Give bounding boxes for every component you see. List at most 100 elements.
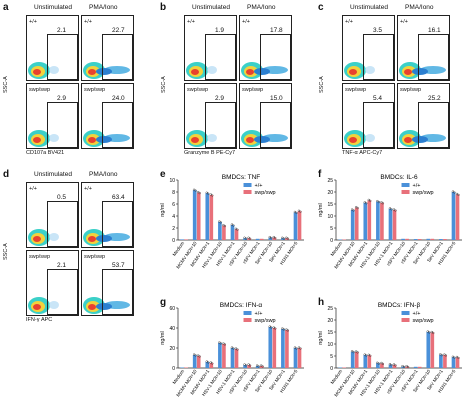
genotype-label: +/+ — [187, 19, 195, 25]
replicate-point — [453, 356, 456, 359]
replicate-point — [194, 354, 197, 357]
bar — [430, 238, 435, 240]
replicate-point — [274, 236, 277, 240]
replicate-point — [299, 347, 302, 350]
replicate-point — [192, 188, 196, 191]
flow-plot: 2.1 +/+ — [26, 15, 79, 81]
replicate-point — [367, 198, 370, 201]
panel-label-b: b — [160, 2, 167, 13]
positive-events — [262, 66, 288, 74]
genotype-label: swp/swp — [29, 254, 51, 260]
replicate-point — [297, 209, 301, 212]
replicate-point — [457, 356, 460, 360]
flow-plot: 2.1 swp/swp — [26, 250, 79, 316]
replicate-point — [350, 350, 354, 353]
gate-value: 24.0 — [112, 95, 125, 102]
replicate-point — [247, 363, 250, 366]
positive-events — [49, 66, 59, 74]
density-core — [88, 137, 96, 143]
replicate-point — [197, 190, 200, 194]
x-axis-label: TNF-α APC-Cy7 — [342, 150, 383, 156]
density-core — [349, 69, 357, 75]
gate — [102, 34, 133, 80]
replicate-point — [380, 361, 383, 365]
replicate-point — [236, 348, 239, 351]
y-axis-label: ng/ml — [318, 203, 324, 216]
gate — [260, 34, 291, 80]
y-tick-label: 10 — [169, 178, 175, 184]
genotype-label: swp/swp — [400, 87, 422, 93]
gate — [418, 102, 449, 148]
y-tick-label: 5 — [330, 354, 333, 360]
replicate-point — [243, 236, 246, 239]
positive-events — [104, 301, 130, 309]
bar — [222, 225, 226, 240]
legend-label: swp/swp — [413, 318, 434, 324]
y-tick-label: 6 — [172, 202, 175, 208]
replicate-point — [453, 191, 456, 194]
chart-title: BMDCs: IFN-α — [220, 302, 263, 309]
bar — [184, 367, 188, 368]
y-tick-label: 0 — [172, 238, 175, 244]
replicate-point — [243, 363, 246, 366]
bar — [192, 190, 197, 240]
y-tick-label: 15 — [327, 202, 333, 208]
y-tick-label: 4 — [172, 214, 175, 220]
replicate-point — [299, 210, 302, 213]
density-core — [404, 137, 412, 143]
density-core — [88, 236, 96, 242]
replicate-point — [234, 347, 238, 350]
replicate-point — [209, 361, 212, 364]
legend-label: +/+ — [413, 311, 421, 317]
replicate-point — [272, 326, 275, 329]
gate-value: 2.9 — [57, 95, 67, 102]
replicate-point — [198, 355, 201, 358]
replicate-point — [207, 361, 210, 364]
y-tick-label: 40 — [169, 326, 175, 332]
replicate-point — [211, 362, 214, 365]
replicate-point — [352, 351, 355, 354]
replicate-point — [367, 353, 370, 356]
genotype-label: +/+ — [345, 19, 353, 25]
legend-label: swp/swp — [255, 190, 276, 196]
bar — [455, 357, 460, 368]
bar — [388, 208, 393, 240]
positive-events-dense — [412, 68, 428, 75]
bar — [281, 329, 285, 368]
chart-body: BMDCs: IFN-α+/+swp/swp0204060ng/mlMedium… — [160, 302, 304, 398]
replicate-point — [274, 327, 277, 330]
column-header: Unstimulated — [350, 4, 388, 11]
legend-swatch — [243, 311, 252, 315]
replicate-point — [451, 190, 454, 193]
flow-plot: 2.9 swp/swp — [26, 83, 79, 149]
gate — [102, 269, 133, 315]
flow-plot: 25.2 swp/swp — [397, 83, 450, 149]
bar — [209, 195, 214, 240]
density-core — [33, 236, 41, 242]
y-tick-label: 10 — [327, 342, 333, 348]
replicate-point — [198, 191, 201, 195]
replicate-point — [365, 202, 368, 205]
replicate-point — [209, 193, 212, 196]
replicate-point — [401, 364, 404, 368]
replicate-point — [285, 328, 288, 331]
replicate-point — [455, 355, 459, 359]
replicate-point — [355, 206, 358, 209]
y-tick-label: 20 — [169, 346, 175, 352]
positive-events-dense — [96, 68, 112, 75]
bar — [180, 367, 184, 368]
replicate-point — [197, 354, 200, 357]
legend-swatch — [401, 311, 410, 315]
bar — [451, 192, 456, 240]
replicate-point — [268, 235, 271, 239]
bar — [293, 212, 298, 240]
gate-value: 5.4 — [373, 95, 383, 102]
replicate-point — [222, 342, 225, 345]
gate-value: 2.1 — [57, 262, 67, 269]
replicate-point — [205, 191, 208, 194]
bar — [443, 355, 447, 368]
legend-swatch — [401, 183, 410, 187]
panel-label-c: c — [318, 2, 324, 13]
column-header: PMA/Iono — [89, 171, 118, 178]
replicate-point — [218, 220, 221, 223]
